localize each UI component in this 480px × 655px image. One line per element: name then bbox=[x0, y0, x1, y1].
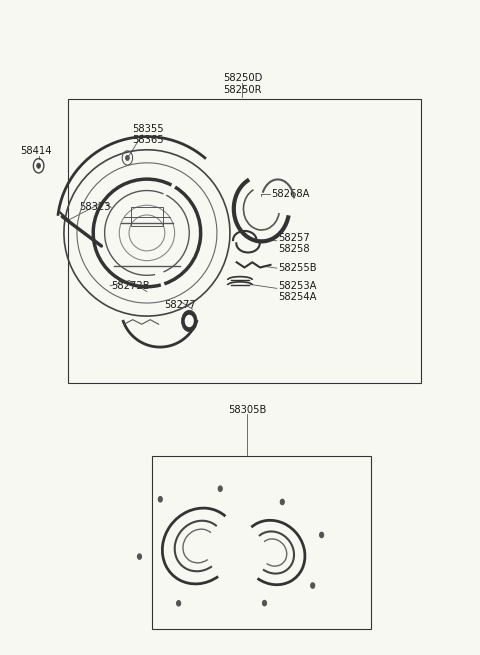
Circle shape bbox=[218, 486, 222, 491]
Circle shape bbox=[36, 163, 40, 168]
Text: 58268A: 58268A bbox=[271, 189, 310, 199]
Circle shape bbox=[138, 554, 142, 559]
Circle shape bbox=[125, 155, 129, 160]
Text: 58272B: 58272B bbox=[111, 281, 150, 291]
Circle shape bbox=[177, 601, 180, 606]
Text: 58255B: 58255B bbox=[278, 263, 317, 273]
Text: 58253A: 58253A bbox=[278, 282, 317, 291]
Text: 58414: 58414 bbox=[20, 147, 51, 157]
Text: 58323: 58323 bbox=[79, 202, 110, 212]
Circle shape bbox=[280, 499, 284, 504]
Text: 58305B: 58305B bbox=[228, 405, 266, 415]
Text: 58355: 58355 bbox=[132, 124, 164, 134]
Text: 58258: 58258 bbox=[278, 244, 310, 254]
Text: 58365: 58365 bbox=[132, 136, 164, 145]
Circle shape bbox=[311, 583, 314, 588]
Text: 58250R: 58250R bbox=[223, 85, 262, 95]
Text: 58254A: 58254A bbox=[278, 293, 317, 303]
Text: 58277: 58277 bbox=[165, 300, 196, 310]
Bar bbox=[68, 99, 421, 383]
Circle shape bbox=[181, 310, 197, 331]
Bar bbox=[131, 207, 163, 227]
Bar bbox=[152, 456, 371, 629]
Circle shape bbox=[320, 533, 324, 538]
Circle shape bbox=[158, 496, 162, 502]
Circle shape bbox=[263, 601, 266, 606]
Circle shape bbox=[185, 315, 194, 328]
Text: 58257: 58257 bbox=[278, 233, 310, 243]
Text: 58250D: 58250D bbox=[223, 73, 262, 83]
